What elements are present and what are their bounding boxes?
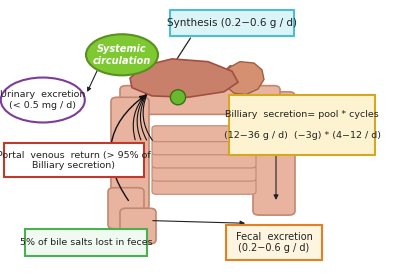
FancyBboxPatch shape: [229, 95, 375, 155]
Polygon shape: [222, 62, 264, 95]
FancyBboxPatch shape: [253, 92, 295, 215]
Text: Urinary  excretion
(< 0.5 mg / d): Urinary excretion (< 0.5 mg / d): [0, 90, 86, 110]
FancyBboxPatch shape: [152, 152, 256, 168]
FancyBboxPatch shape: [108, 188, 144, 229]
FancyBboxPatch shape: [25, 230, 147, 255]
FancyBboxPatch shape: [152, 126, 256, 142]
Polygon shape: [222, 66, 250, 84]
FancyBboxPatch shape: [120, 208, 156, 244]
FancyBboxPatch shape: [152, 178, 256, 194]
FancyBboxPatch shape: [111, 97, 149, 210]
FancyBboxPatch shape: [152, 139, 256, 155]
Text: 5% of bile salts lost in feces: 5% of bile salts lost in feces: [20, 238, 152, 247]
FancyBboxPatch shape: [120, 85, 280, 115]
Ellipse shape: [86, 34, 158, 75]
Polygon shape: [130, 59, 238, 97]
Text: Billiary  secretion= pool * cycles

(12−36 g / d)  (−3g) * (4−12 / d): Billiary secretion= pool * cycles (12−36…: [224, 110, 380, 139]
FancyBboxPatch shape: [4, 143, 144, 178]
FancyBboxPatch shape: [152, 165, 256, 181]
Text: Fecal  excretion
(0.2−0.6 g / d): Fecal excretion (0.2−0.6 g / d): [236, 232, 312, 253]
FancyBboxPatch shape: [226, 225, 322, 260]
Text: Systemic
circulation: Systemic circulation: [93, 44, 151, 65]
Text: Portal  venous  return (> 95% of
Billiary secretion): Portal venous return (> 95% of Billiary …: [0, 151, 151, 170]
Ellipse shape: [170, 90, 186, 105]
Polygon shape: [248, 226, 258, 231]
Text: Synthesis (0.2−0.6 g / d): Synthesis (0.2−0.6 g / d): [167, 18, 297, 28]
Ellipse shape: [1, 78, 85, 122]
FancyBboxPatch shape: [170, 10, 294, 36]
